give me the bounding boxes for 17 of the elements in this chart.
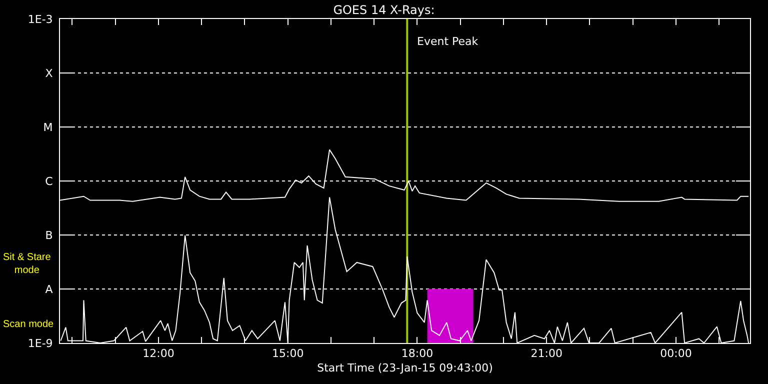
y-tick-label: B [45, 228, 53, 242]
x-tick-label: 21:00 [530, 347, 562, 360]
y-tick-label: A [45, 282, 54, 296]
y-tick-label: C [45, 174, 54, 188]
y-tick-label: 1E-9 [28, 336, 53, 350]
x-axis-title: Start Time (23-Jan-15 09:43:00) [317, 361, 493, 374]
x-tick-label: 15:00 [272, 347, 304, 360]
y-tick-label: M [43, 120, 53, 134]
x-tick-label: 18:00 [401, 347, 434, 360]
y-tick-label: X [45, 66, 54, 80]
x-tick-label: 00:00 [660, 347, 692, 360]
text: Scan mode [3, 319, 54, 330]
chart-title: GOES 14 X-Rays: [333, 3, 435, 18]
y-tick-label: 1E-3 [28, 12, 53, 26]
text: Sit & Stare mode [3, 252, 52, 276]
ref-line-label: Event Peak [417, 35, 479, 48]
x-tick-label: 12:00 [142, 347, 174, 360]
